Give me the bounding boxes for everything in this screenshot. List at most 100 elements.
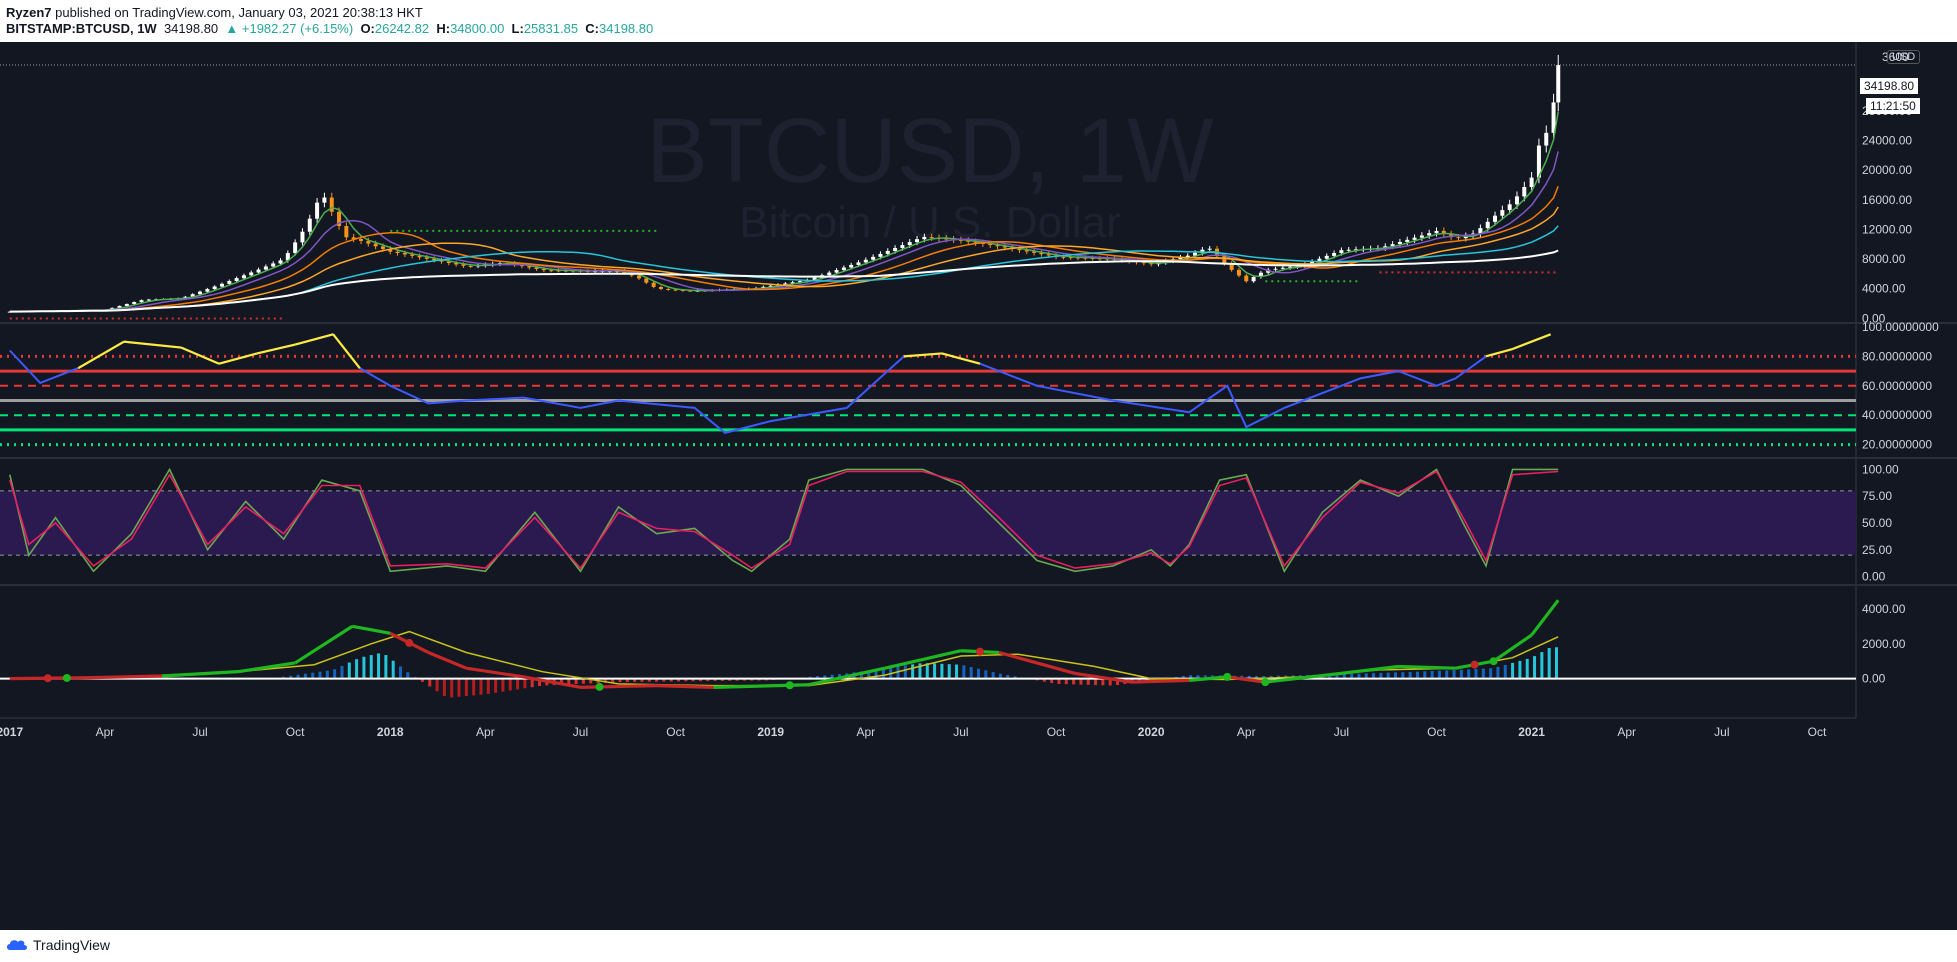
macd-line-segment (427, 651, 467, 670)
macd-line-segment (1132, 678, 1190, 684)
macd-histogram-bar (1057, 678, 1061, 684)
candle (1405, 239, 1410, 242)
macd-line-segment (998, 650, 1076, 675)
macd-histogram-bar (1072, 678, 1076, 685)
macd-histogram-bar (1086, 678, 1090, 685)
macd-histogram-bar (998, 673, 1002, 679)
x-tick-label: Apr (856, 725, 875, 739)
macd-histogram-bar (399, 666, 403, 679)
y-tick-label: 4000.00 (1862, 602, 1906, 616)
x-axis[interactable]: 2017 Apr Jul Oct 2018 Apr Jul Oct 2019 Apr Jul Oct 2… (0, 725, 1827, 739)
macd-histogram-bar (1108, 678, 1112, 686)
candle (227, 280, 232, 284)
candle (812, 277, 817, 281)
x-tick-label: 2020 (1138, 725, 1165, 739)
macd-histogram-bar (720, 678, 724, 681)
macd-histogram-bar (1342, 674, 1346, 679)
macd-histogram-bar (955, 664, 959, 679)
macd-histogram-bar (1181, 675, 1185, 679)
macd-histogram-bar (859, 671, 863, 679)
change: ▲ +1982.27 (+6.15%) (225, 21, 354, 36)
macd-histogram-bar (735, 678, 739, 681)
price-pane[interactable] (0, 54, 1856, 320)
macd-line-segment (1492, 633, 1533, 663)
stoch-rsi-pane[interactable] (0, 467, 1856, 574)
candle (988, 243, 993, 246)
rsi-pane[interactable] (0, 333, 1856, 447)
stoch-k-line (9, 467, 1559, 574)
low-label: L: (511, 21, 524, 36)
macd-histogram-bar (1394, 672, 1398, 679)
rsi-overbought-segment (294, 333, 334, 346)
macd-histogram-bar (406, 672, 410, 679)
macd-histogram-bar (1379, 672, 1383, 679)
macd-line-segment (294, 624, 354, 665)
symbol[interactable]: BITSTAMP:BTCUSD, 1W (6, 21, 157, 36)
candle (1493, 215, 1498, 222)
rsi-overbought-segment (941, 352, 981, 365)
macd-histogram-bar (325, 670, 329, 679)
macd-pane[interactable] (0, 599, 1856, 698)
candle (366, 240, 371, 244)
macd-histogram-bar (837, 674, 841, 679)
candle (388, 248, 393, 252)
candle (541, 269, 546, 271)
candle (1251, 276, 1256, 282)
candle (827, 272, 832, 276)
candle (944, 238, 949, 240)
author[interactable]: Ryzen7 (6, 5, 52, 20)
candle (1273, 268, 1278, 270)
macd-histogram-bar (1415, 671, 1419, 679)
macd-cross-marker (1261, 678, 1270, 687)
candle (358, 239, 363, 241)
candle (373, 243, 378, 247)
macd-histogram-bar (684, 678, 688, 682)
candle (1346, 249, 1351, 251)
macd-histogram-bar (457, 678, 461, 697)
candle (1427, 233, 1432, 236)
macd-histogram-bar (903, 665, 907, 679)
macd-histogram-bar (698, 678, 702, 682)
macd-histogram-bar (1196, 675, 1200, 679)
candle (1456, 237, 1461, 239)
currency-badge[interactable]: USD (1887, 50, 1921, 64)
macd-histogram-bar (589, 678, 593, 684)
last-price-tag: 34198.80 (1860, 78, 1919, 94)
macd-histogram-bar (472, 678, 476, 696)
published-info: published on TradingView.com, January 03… (55, 5, 423, 20)
macd-line-segment (85, 674, 163, 680)
candle (673, 289, 678, 291)
macd-histogram-bar (1554, 647, 1558, 679)
macd-histogram-bar (362, 656, 366, 679)
candle (1544, 132, 1549, 146)
macd-histogram-bar (1350, 673, 1354, 679)
macd-histogram-bar (1511, 662, 1515, 679)
candle (1390, 244, 1395, 247)
close-value: 34198.80 (599, 21, 654, 36)
rsi-overbought-segment (332, 333, 361, 369)
macd-histogram-bar (1525, 658, 1529, 679)
rsi-overbought-segment (1485, 347, 1513, 358)
macd-histogram-bar (742, 678, 746, 681)
candle (651, 282, 656, 287)
macd-histogram-bar (1445, 670, 1449, 679)
macd-cross-marker (1470, 660, 1479, 669)
y-tick-label: 50.00 (1862, 516, 1892, 530)
candle (322, 197, 327, 203)
last-price: 34198.80 (163, 21, 219, 36)
chart-area[interactable]: BTCUSD, 1W Bitcoin / U.S. Dollar 0.00400… (0, 42, 1957, 930)
header: Ryzen7 published on TradingView.com, Jan… (0, 0, 1957, 42)
candle (454, 263, 459, 265)
x-tick-label: Oct (286, 725, 305, 739)
macd-histogram-bar (640, 678, 644, 682)
candle (637, 275, 642, 279)
candle (1193, 252, 1198, 256)
candle (249, 272, 254, 276)
tradingview-logo[interactable]: TradingView (6, 937, 110, 953)
macd-line-segment (1530, 599, 1560, 637)
macd-histogram-bar (1247, 675, 1251, 679)
candle (1317, 258, 1322, 262)
candle (1332, 253, 1337, 256)
macd-histogram-bar (479, 678, 483, 695)
macd-line-segment (466, 666, 524, 679)
